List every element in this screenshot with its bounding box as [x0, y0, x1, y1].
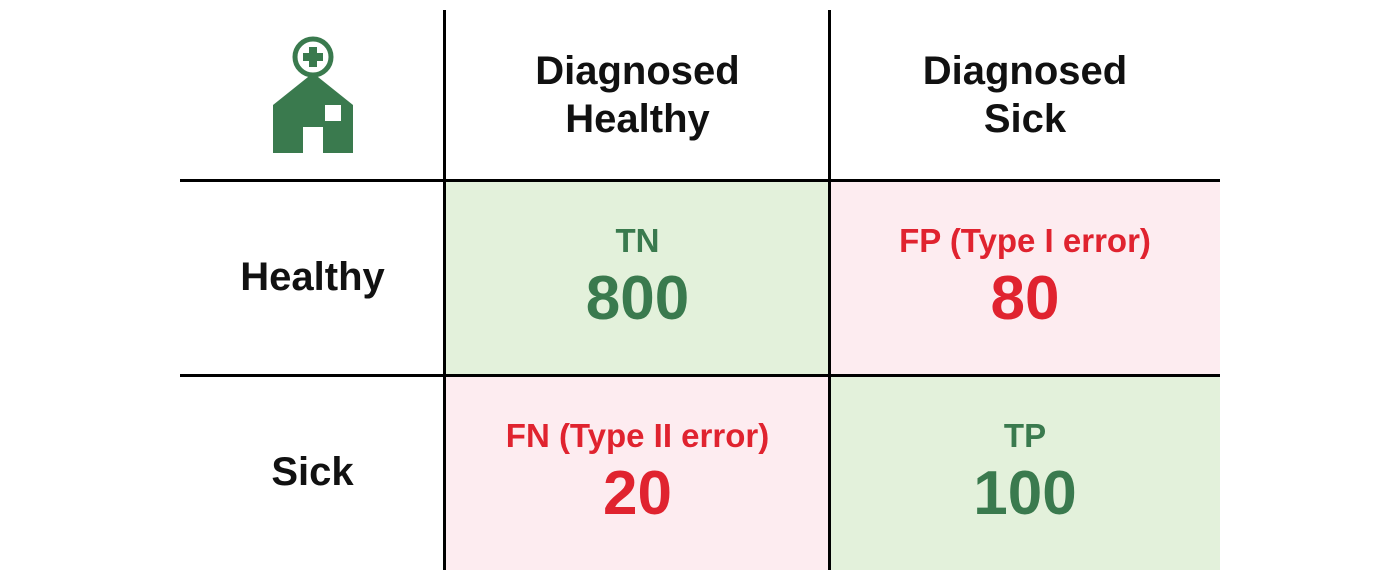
- logo-cell: [180, 10, 445, 180]
- cell-label: TP: [1003, 416, 1047, 454]
- cell-value: 20: [603, 458, 672, 528]
- cell-true-positive: TP 100: [830, 375, 1220, 570]
- hospital-icon: [272, 36, 353, 153]
- column-header-line2: Sick: [983, 97, 1067, 141]
- row-header-healthy: Healthy: [180, 180, 445, 375]
- vertical-divider-right: [828, 10, 831, 570]
- column-header-diagnosed-healthy: Diagnosed Healthy: [445, 10, 830, 180]
- row-header-label: Sick: [271, 450, 354, 494]
- cell-label: TN: [615, 221, 660, 259]
- cell-value: 800: [585, 263, 690, 333]
- column-header-line1: Diagnosed: [922, 49, 1128, 93]
- column-header-line2: Healthy: [565, 97, 710, 141]
- vertical-divider-left: [443, 10, 446, 570]
- row-header-sick: Sick: [180, 375, 445, 570]
- cell-value: 80: [990, 263, 1060, 333]
- row-header-label: Healthy: [240, 255, 385, 299]
- cell-false-positive: FP (Type I error) 80: [830, 180, 1220, 375]
- horizontal-divider-middle: [180, 374, 1220, 377]
- cell-value: 100: [973, 458, 1077, 528]
- cell-label: FN (Type II error): [505, 416, 770, 454]
- horizontal-divider-top: [180, 179, 1220, 182]
- cell-false-negative: FN (Type II error) 20: [445, 375, 830, 570]
- cell-label: FP (Type I error): [899, 221, 1151, 259]
- column-header-diagnosed-sick: Diagnosed Sick: [830, 10, 1220, 180]
- cell-true-negative: TN 800: [445, 180, 830, 375]
- column-header-line1: Diagnosed: [535, 49, 740, 93]
